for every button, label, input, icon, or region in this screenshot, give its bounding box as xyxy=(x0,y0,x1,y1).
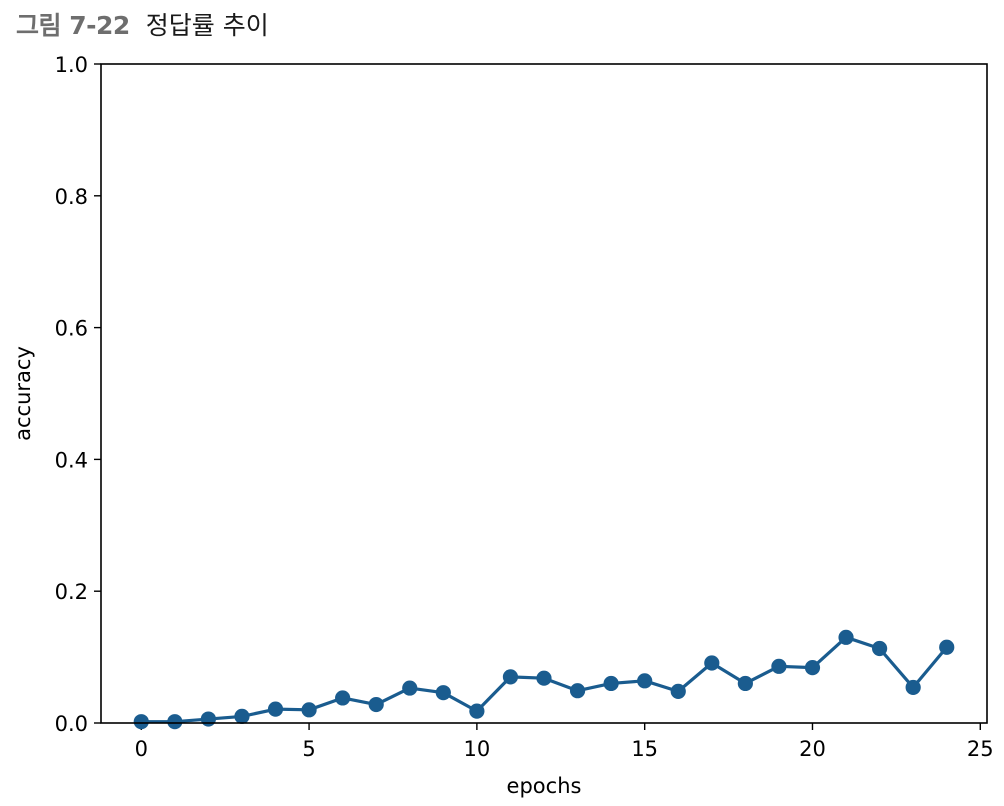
data-point xyxy=(737,675,753,692)
x-axis-label: epochs xyxy=(507,774,582,798)
data-point xyxy=(267,701,284,717)
x-tick-label: 20 xyxy=(799,737,826,761)
data-point xyxy=(234,708,250,725)
data-point xyxy=(502,669,519,685)
series-layer xyxy=(133,629,955,730)
data-point xyxy=(637,673,653,689)
y-tick-label: 0.4 xyxy=(55,448,88,472)
plot-frame xyxy=(100,63,988,724)
y-tick-label: 0.8 xyxy=(55,185,88,209)
figure-title: 정답률 추이 xyxy=(145,11,269,40)
data-point xyxy=(670,683,686,699)
x-tick-label: 15 xyxy=(631,737,658,761)
data-point xyxy=(905,679,921,696)
y-tick-label: 0.0 xyxy=(55,712,88,736)
data-point xyxy=(335,690,351,706)
data-point xyxy=(704,655,720,671)
y-axis-label: accuracy xyxy=(11,346,35,441)
data-point xyxy=(167,714,183,730)
data-point xyxy=(435,685,451,701)
figure-number: 그림 7-22 xyxy=(16,11,130,40)
data-point xyxy=(301,702,317,718)
data-point xyxy=(804,660,821,676)
data-point xyxy=(939,639,955,655)
x-tick-label: 5 xyxy=(302,737,315,761)
ticks-layer: 0 5 10 15 20 25 0.0 0.2 0.4 0.6 0.8 1.0 xyxy=(55,53,994,761)
data-point xyxy=(771,658,787,674)
data-point xyxy=(133,714,149,730)
y-tick-label: 0.2 xyxy=(55,580,88,604)
data-point xyxy=(872,640,888,657)
x-tick-label: 25 xyxy=(967,737,994,761)
data-point xyxy=(569,683,586,699)
data-point xyxy=(469,703,485,719)
data-point xyxy=(603,675,619,692)
x-tick-label: 0 xyxy=(135,737,148,761)
x-tick-label: 10 xyxy=(464,737,491,761)
figure-caption: 그림 7-22 정답률 추이 xyxy=(16,6,269,42)
y-tick-label: 0.6 xyxy=(55,317,88,341)
data-point xyxy=(368,696,384,713)
data-point xyxy=(536,670,552,686)
data-point xyxy=(200,711,216,727)
data-point xyxy=(838,629,854,645)
data-point xyxy=(402,680,418,696)
y-tick-label: 1.0 xyxy=(55,53,88,77)
